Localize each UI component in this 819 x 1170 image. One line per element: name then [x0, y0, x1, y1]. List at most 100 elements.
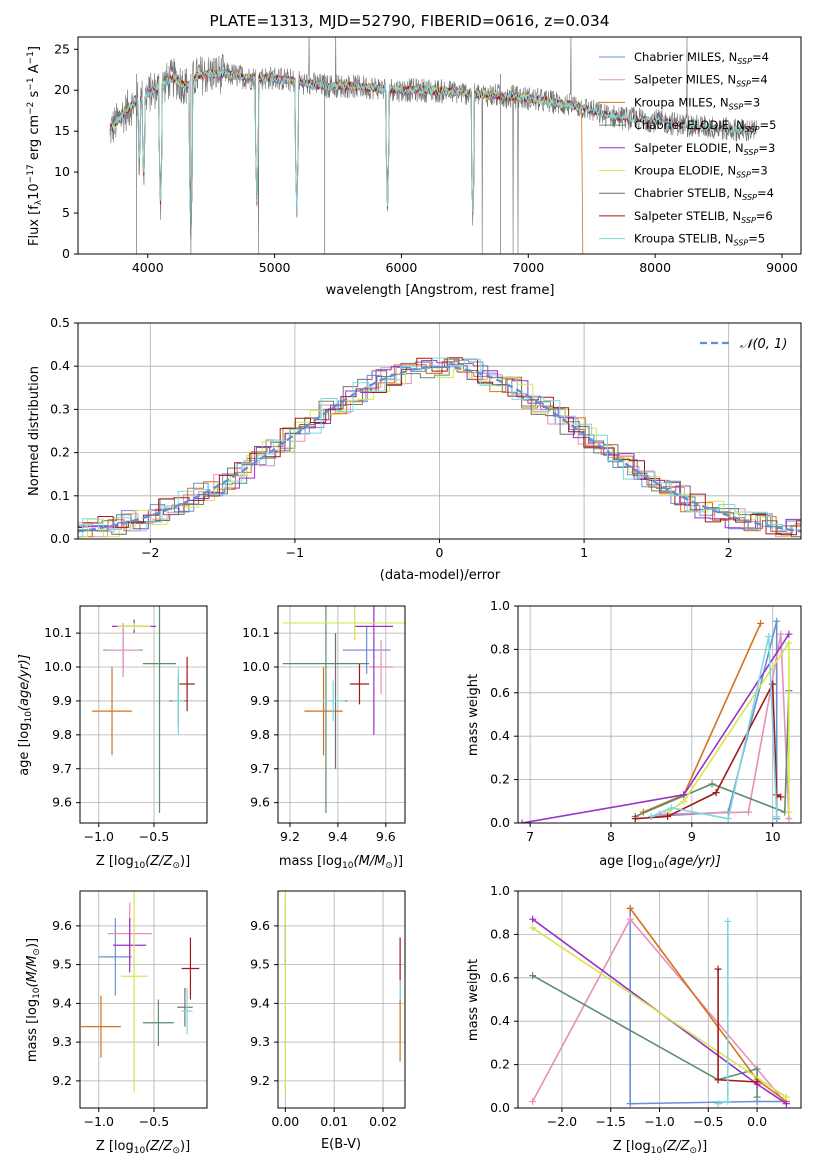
age-z-ytick-label: 9.7: [52, 761, 72, 776]
legend-nssp-sub: SSP: [736, 171, 751, 180]
spectrum-ytick-label: 25: [54, 41, 70, 56]
age-mass-axes-frame: [277, 605, 406, 824]
mw-z-xtick-label: −2.0: [547, 1114, 577, 1129]
mass-ebv-xtick-label: 0.02: [369, 1114, 397, 1129]
mass-ebv-ytick-label: 9.6: [250, 918, 270, 933]
spectrum-xtick-label: 9000: [766, 260, 798, 275]
mw-age-series-marker: [647, 812, 655, 820]
legend-nssp-sub: SSP: [741, 216, 756, 225]
residuals-ytick-label: 0.5: [50, 315, 70, 330]
mw-z-xtick-label: −1.5: [596, 1114, 626, 1129]
legend-model-name: Salpeter ELODIE, N: [634, 141, 744, 155]
mw-z-ytick-label: 0.2: [490, 1057, 510, 1072]
age-z-xlabel: Z [log10(Z/Z⊙)]: [96, 854, 190, 871]
age-mass-marks: [282, 606, 405, 813]
mw-z-series-marker: [626, 904, 634, 912]
age-vs-z-panel: −1.0 −0.5 9.6 9.7 9.8 9.9 10.0 10.1: [44, 605, 208, 844]
mw-age-series-marker: [785, 639, 793, 647]
mw-age-ylabel: mass weight: [466, 674, 481, 756]
spectrum-axes-frame: [77, 36, 802, 255]
mass-ebv-marks: [284, 891, 401, 1093]
mw-z-ytick-label: 0.4: [490, 1013, 510, 1028]
mass-z-xtick-label: −0.5: [139, 1114, 169, 1129]
mw-age-series-marker: [668, 804, 676, 812]
mw-z-ylabel: mass weight: [466, 959, 481, 1041]
mw-z-series-marker: [714, 1100, 722, 1108]
mw-z-series-marker: [782, 1093, 790, 1101]
mw-age-ytick-label: 0.0: [490, 815, 510, 830]
residuals-xtick-label: 0: [436, 545, 444, 560]
legend-nssp-value: =3: [758, 141, 775, 155]
mw-age-series-marker: [680, 791, 688, 799]
mw-age-series-marker: [785, 630, 793, 638]
mw-z-series-marker: [626, 915, 634, 923]
age-mass-ytick-label: 9.7: [250, 761, 270, 776]
mw-age-series-line: [667, 640, 790, 813]
legend-nssp-value: =4: [757, 186, 774, 200]
age-z-ytick-label: 10.1: [44, 625, 72, 640]
residuals-hist-salpeter-elodie: [78, 360, 801, 536]
mw-z-series-marker: [753, 1093, 761, 1101]
mw-z-ytick-label: 0.6: [490, 970, 510, 985]
legend-nssp-sub: SSP: [734, 239, 749, 248]
mw-z-series-marker: [714, 965, 722, 973]
mass-z-ytick-label: 9.2: [52, 1073, 72, 1088]
mw-z-series-marker: [782, 1100, 790, 1108]
spectrum-panel: 4000 5000 6000 7000 8000 9000 0 5 10 15 20 25 wave…: [26, 36, 802, 298]
mw-age-xtick-label: 10: [765, 829, 781, 844]
mass-z-xtick-label: −1.0: [84, 1114, 114, 1129]
mw-age-series-marker: [773, 617, 781, 625]
mass-z-marks: [81, 891, 200, 1093]
mw-age-series-marker: [785, 815, 793, 823]
mw-age-ytick-label: 1.0: [490, 598, 510, 613]
spectrum-series-kroupa-stelib: [109, 69, 757, 240]
residuals-ytick-label: 0.2: [50, 445, 70, 460]
residuals-hist-kroupa-miles: [78, 361, 801, 538]
legend-model-name: Kroupa MILES, N: [634, 95, 729, 109]
mw-age-ytick-label: 0.2: [490, 772, 510, 787]
residuals-xtick-label: 1: [580, 545, 588, 560]
age-mass-ytick-label: 10.0: [242, 659, 270, 674]
mw-z-ytick-label: 0.8: [490, 926, 510, 941]
residuals-xticks: −2 −1 0 1 2: [141, 539, 733, 560]
spectrum-ytick-label: 20: [54, 82, 70, 97]
legend-nssp-value: =3: [751, 164, 768, 178]
legend-nssp-sub: SSP: [737, 57, 752, 66]
age-mass-xlabel: mass [log10(M/M⊙)]: [279, 854, 403, 871]
legend-label: Salpeter ELODIE, NSSP=3: [634, 141, 775, 157]
legend-nssp-sub: SSP: [744, 148, 759, 157]
spectrum-ytick-label: 15: [54, 123, 70, 138]
legend-model-name: Kroupa ELODIE, N: [634, 164, 736, 178]
mw-z-series-line: [629, 908, 787, 1105]
legend-nssp-value: =6: [756, 209, 773, 223]
residuals-ylabel: Normed distribution: [27, 366, 42, 496]
legend-nssp-value: =4: [752, 50, 769, 64]
mass-z-ytick-label: 9.5: [52, 957, 72, 972]
mass-z-axes-frame: [79, 890, 208, 1109]
mass-ebv-ytick-label: 9.3: [250, 1034, 270, 1049]
residuals-xtick-label: 2: [725, 545, 733, 560]
mw-age-series-marker: [777, 630, 785, 638]
mass-ebv-xtick-label: 0.00: [271, 1114, 299, 1129]
mass-weight-vs-z-panel: −2.0 −1.5 −1.0 −0.5 0.0 0.0 0.2 0.4 0.6 0.8 1.0: [490, 883, 802, 1129]
mass-z-ylabel: mass [log10(M/M⊙)]: [25, 938, 42, 1062]
spectrum-series-chabrier-stelib: [109, 37, 757, 254]
age-mass-xtick-label: 9.4: [328, 829, 348, 844]
spectrum-series-salpeter-stelib: [109, 69, 757, 239]
spectrum-ylabel: Flux [fλ10−17 erg cm−2 s−1 A−1]: [26, 46, 44, 246]
legend-nssp-value: =5: [760, 118, 777, 132]
mass-z-ytick-label: 9.6: [52, 918, 72, 933]
legend-label: Salpeter MILES, NSSP=4: [634, 73, 768, 89]
mw-age-ytick-label: 0.6: [490, 685, 510, 700]
spectrum-xtick-label: 7000: [512, 260, 544, 275]
mw-age-series-marker: [785, 808, 793, 816]
age-mass-ytick-label: 9.9: [250, 693, 270, 708]
legend-label: Chabrier MILES, NSSP=4: [634, 50, 769, 66]
mass-weight-vs-age-panel: 7 8 9 10 0.0 0.2 0.4 0.6 0.8 1.0: [490, 598, 802, 844]
residuals-panel: −2 −1 0 1 2 0.0 0.1 0.2 0.3 0.4 0.5 (data-model)/…: [27, 315, 802, 583]
mw-age-series-marker: [712, 789, 720, 797]
mw-age-series-marker: [631, 815, 639, 823]
mw-z-series-marker: [714, 1076, 722, 1084]
legend-nssp-sub: SSP: [736, 80, 751, 89]
